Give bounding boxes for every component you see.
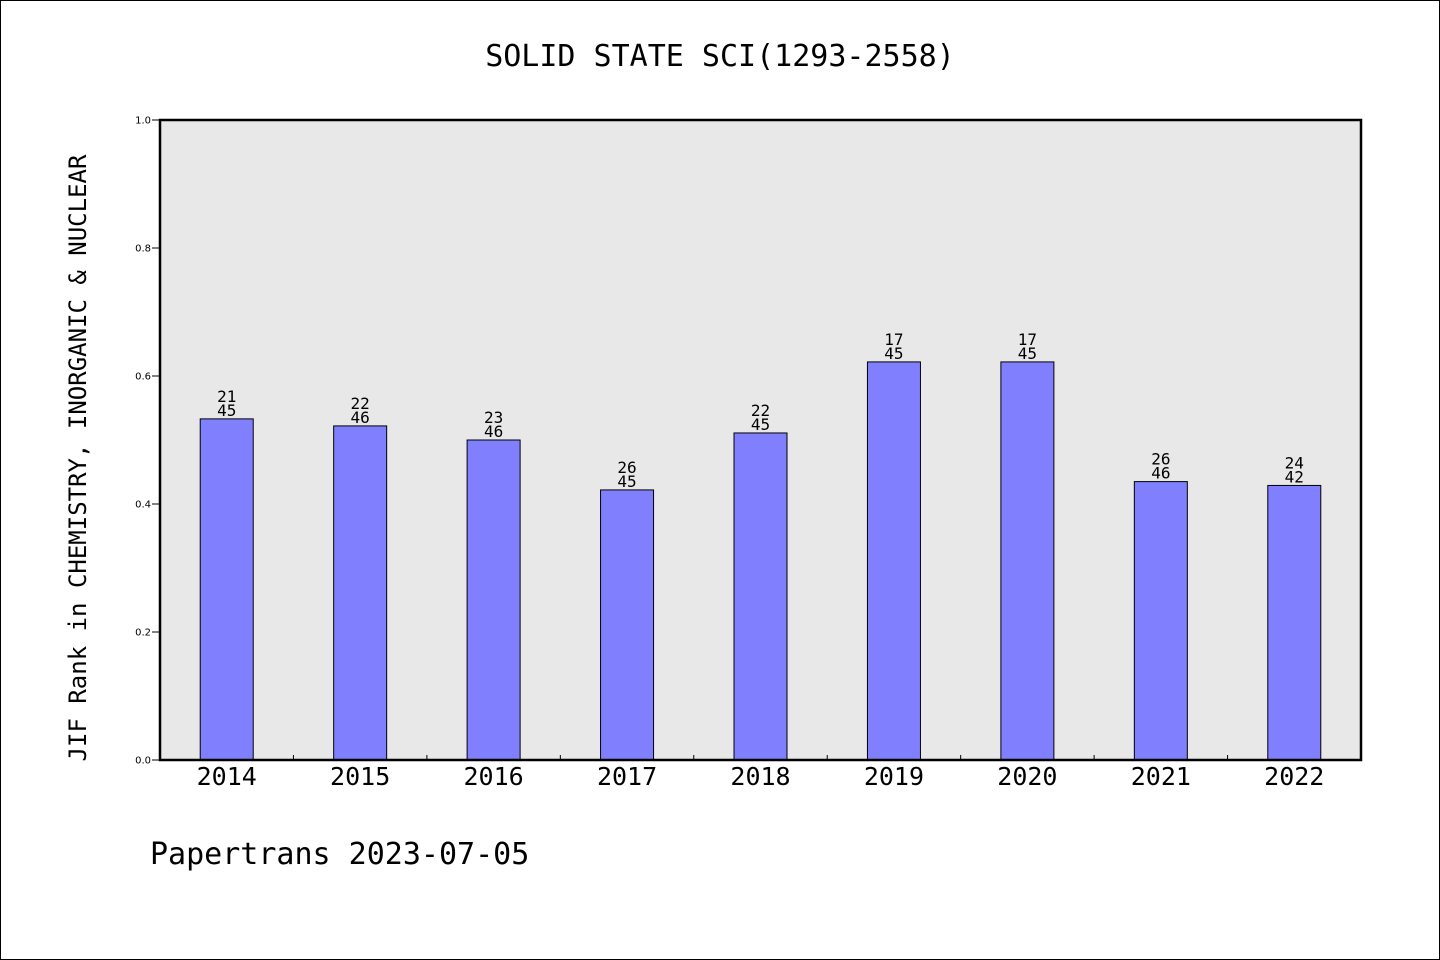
bar-label-total: 45 <box>217 401 236 420</box>
y-tick-label: 1.0 <box>135 116 151 127</box>
footer-credit: Papertrans 2023-07-05 <box>150 837 529 872</box>
bar-label-total: 46 <box>484 422 503 441</box>
plot-border <box>158 118 1363 762</box>
bar-label-rank: 24 <box>1285 453 1304 472</box>
bar-label-total: 42 <box>1285 467 1304 486</box>
x-tick-label: 2021 <box>1131 762 1191 791</box>
bar-label-rank: 21 <box>217 387 236 406</box>
x-tick-label: 2020 <box>997 762 1057 791</box>
bar-label-total: 45 <box>1018 344 1037 363</box>
bar <box>600 489 655 761</box>
y-tick-label: 0.0 <box>135 756 151 767</box>
bar-label-total: 45 <box>884 344 903 363</box>
y-axis-label: JIF Rank in CHEMISTRY, INORGANIC & NUCLE… <box>64 154 92 761</box>
bar-label-rank: 22 <box>351 394 370 413</box>
bar-label-total: 46 <box>1151 464 1170 483</box>
x-tick-label: 2015 <box>330 762 390 791</box>
bar <box>1133 481 1188 761</box>
bar <box>199 418 254 761</box>
bar-label-rank: 26 <box>1151 450 1170 469</box>
bar-label-rank: 17 <box>1018 330 1037 349</box>
bar-label-total: 45 <box>617 472 636 491</box>
bar <box>466 439 521 761</box>
bar <box>1267 484 1322 761</box>
bar-label-rank: 22 <box>751 401 770 420</box>
x-tick-label: 2018 <box>730 762 790 791</box>
bar <box>1000 361 1055 761</box>
y-tick-label: 0.8 <box>135 244 151 255</box>
x-tick-label: 2022 <box>1264 762 1324 791</box>
x-tick-label: 2016 <box>464 762 524 791</box>
y-tick-label: 0.4 <box>135 500 151 511</box>
x-tick-label: 2019 <box>864 762 924 791</box>
x-tick-label: 2017 <box>597 762 657 791</box>
plot-area: 0.00.20.40.60.81.02145201422462015234620… <box>135 116 1363 791</box>
y-tick-label: 0.2 <box>135 628 151 639</box>
x-tick-label: 2014 <box>197 762 257 791</box>
bar-label-rank: 26 <box>617 458 636 477</box>
bar-label-total: 45 <box>751 415 770 434</box>
bar-label-total: 46 <box>351 408 370 427</box>
y-tick-label: 0.6 <box>135 372 151 383</box>
bar-label-rank: 23 <box>484 408 503 427</box>
bar <box>733 432 788 761</box>
chart-title: SOLID STATE SCI(1293-2558) <box>485 39 955 74</box>
bar <box>333 425 388 761</box>
bar <box>866 361 921 761</box>
bar-label-rank: 17 <box>884 330 903 349</box>
